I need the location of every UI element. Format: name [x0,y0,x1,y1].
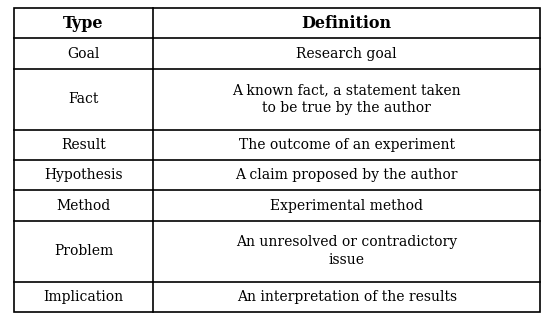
Text: An interpretation of the results: An interpretation of the results [237,290,457,304]
Text: Type: Type [63,15,104,32]
Text: Method: Method [57,199,111,212]
Text: The outcome of an experiment: The outcome of an experiment [239,138,455,152]
Text: A claim proposed by the author: A claim proposed by the author [235,168,458,182]
Text: A known fact, a statement taken
to be true by the author: A known fact, a statement taken to be tr… [233,83,461,116]
Text: An unresolved or contradictory
issue: An unresolved or contradictory issue [236,235,457,268]
Text: Problem: Problem [54,244,113,258]
Text: Research goal: Research goal [296,47,397,60]
Text: Definition: Definition [302,15,392,32]
Text: Fact: Fact [68,92,99,106]
Text: Goal: Goal [68,47,100,60]
Text: Result: Result [61,138,106,152]
Text: Experimental method: Experimental method [270,199,423,212]
Text: Hypothesis: Hypothesis [44,168,123,182]
Text: Implication: Implication [44,290,124,304]
